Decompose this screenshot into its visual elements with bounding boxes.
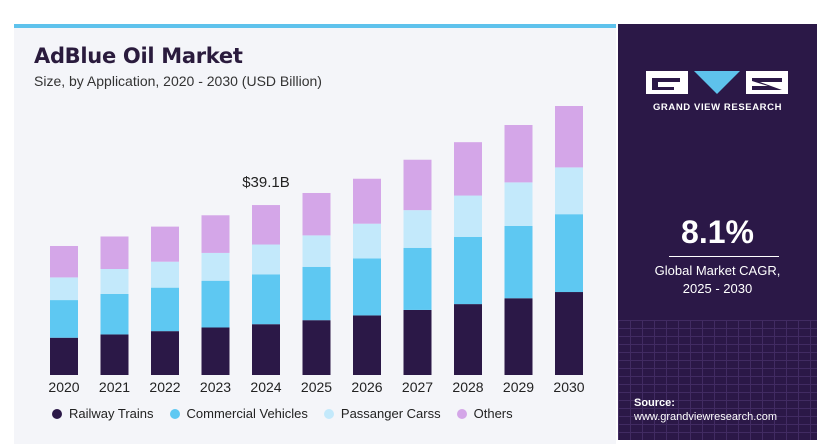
x-tick-label-2020: 2020 bbox=[48, 379, 79, 395]
bar-segment-2029-s0 bbox=[504, 298, 533, 375]
bar-segment-2021-s3 bbox=[100, 236, 129, 270]
legend-item-railway: Railway Trains bbox=[52, 406, 154, 421]
legend-label-passenger: Passanger Carss bbox=[340, 406, 441, 421]
legend-swatch-commercial bbox=[169, 408, 180, 419]
legend-label-commercial: Commercial Vehicles bbox=[186, 406, 308, 421]
bar-segment-2030-s3 bbox=[555, 106, 583, 168]
bar-segment-2020-s2 bbox=[50, 277, 78, 301]
bar-segment-2024-s1 bbox=[252, 274, 280, 325]
bar-segment-2020-s0 bbox=[50, 337, 78, 375]
bar-segment-2023-s3 bbox=[201, 215, 230, 253]
bar-segment-2025-s2 bbox=[302, 235, 331, 267]
brand-name: GRAND VIEW RESEARCH bbox=[652, 102, 783, 113]
bar-segment-2030-s1 bbox=[555, 214, 583, 293]
legend-item-commercial: Commercial Vehicles bbox=[169, 406, 308, 421]
cagr-label-line2: 2025 - 2030 bbox=[682, 281, 753, 296]
x-tick-label-2023: 2023 bbox=[200, 379, 231, 395]
legend-swatch-railway bbox=[52, 408, 62, 419]
x-tick-label-2028: 2028 bbox=[452, 379, 483, 395]
x-tick-label-2030: 2030 bbox=[553, 379, 584, 395]
chart-title: AdBlue Oil Market bbox=[34, 44, 243, 68]
stacked-bar-chart: 2020 2021 2022 2023 2024 2025 2026 2027 2028 2029… bbox=[48, 106, 585, 395]
bar-segment-2028-s1 bbox=[454, 236, 482, 305]
bar-segment-2028-s2 bbox=[454, 195, 482, 237]
logo-block-right bbox=[746, 71, 788, 94]
legend-label-others: Others bbox=[473, 406, 513, 421]
bar-segment-2030-s2 bbox=[555, 167, 583, 215]
x-tick-label-2024: 2024 bbox=[250, 379, 281, 395]
bar-segment-2024-s2 bbox=[252, 244, 280, 275]
bar-segment-2021-s1 bbox=[100, 293, 129, 335]
bar-segment-2027-s1 bbox=[403, 247, 432, 310]
bar-segment-2021-s2 bbox=[100, 269, 129, 294]
bar-segment-2026-s1 bbox=[353, 258, 381, 316]
chart-subtitle: Size, by Application, 2020 - 2030 (USD B… bbox=[34, 73, 322, 89]
bar-segment-2021-s0 bbox=[100, 334, 129, 375]
bar-segment-2022-s3 bbox=[151, 226, 179, 262]
bar-segment-2022-s0 bbox=[151, 331, 179, 375]
cagr-divider bbox=[669, 256, 779, 257]
source-block: Source: www.grandviewresearch.com bbox=[634, 396, 777, 424]
x-tick-label-2029: 2029 bbox=[503, 379, 534, 395]
chart-legend: Railway Trains Commercial Vehicles Passa… bbox=[52, 406, 529, 421]
bar-segment-2027-s3 bbox=[403, 159, 432, 211]
bar-segment-2020-s3 bbox=[50, 245, 78, 278]
bar-segment-2026-s2 bbox=[353, 223, 381, 259]
bar-segment-2024-s0 bbox=[252, 324, 280, 375]
bar-segment-2028-s3 bbox=[454, 142, 482, 196]
legend-swatch-others bbox=[456, 408, 467, 419]
bar-segment-2026-s3 bbox=[353, 178, 381, 224]
x-tick-label-2027: 2027 bbox=[402, 379, 433, 395]
cagr-label-line1: Global Market CAGR, bbox=[654, 263, 781, 278]
bar-segment-2029-s1 bbox=[504, 225, 533, 299]
bar-segment-2028-s0 bbox=[454, 304, 482, 375]
cagr-label: Global Market CAGR, 2025 - 2030 bbox=[618, 262, 817, 298]
bar-segment-2025-s1 bbox=[302, 266, 331, 321]
panel-grid-decoration bbox=[618, 320, 817, 440]
grand-view-research-logo bbox=[646, 71, 788, 94]
bar-segment-2020-s1 bbox=[50, 300, 78, 338]
bar-segment-2030-s0 bbox=[555, 292, 583, 375]
x-tick-label-2026: 2026 bbox=[351, 379, 382, 395]
bar-segment-2022-s2 bbox=[151, 261, 179, 288]
bar-segment-2023-s0 bbox=[201, 327, 230, 375]
bar-segment-2027-s2 bbox=[403, 210, 432, 248]
bar-segment-2029-s3 bbox=[504, 125, 533, 183]
bar-segment-2023-s2 bbox=[201, 252, 230, 281]
x-tick-label-2022: 2022 bbox=[149, 379, 180, 395]
source-url[interactable]: www.grandviewresearch.com bbox=[634, 411, 778, 423]
x-tick-label-2021: 2021 bbox=[99, 379, 130, 395]
bar-segment-2023-s1 bbox=[201, 280, 230, 328]
bar-segment-2024-s3 bbox=[252, 205, 280, 245]
legend-label-railway: Railway Trains bbox=[69, 406, 154, 421]
logo-g-mark bbox=[652, 78, 680, 90]
bar-segment-2022-s1 bbox=[151, 287, 179, 332]
bar-segment-2026-s0 bbox=[353, 315, 381, 375]
bar-segment-2025-s0 bbox=[302, 320, 331, 375]
bar-segment-2027-s0 bbox=[403, 309, 432, 375]
legend-swatch-passenger bbox=[323, 408, 334, 419]
annotation-2024: $39.1B bbox=[242, 174, 290, 191]
logo-v-triangle bbox=[694, 71, 740, 94]
x-tick-label-2025: 2025 bbox=[301, 379, 332, 395]
legend-item-others: Others bbox=[456, 406, 513, 421]
legend-item-passenger: Passanger Carss bbox=[323, 406, 441, 421]
bar-segment-2029-s2 bbox=[504, 182, 533, 226]
brand-panel: GRAND VIEW RESEARCH 8.1% Global Market C… bbox=[618, 24, 817, 440]
cagr-value: 8.1% bbox=[681, 214, 754, 250]
logo-r-mark bbox=[752, 78, 782, 90]
bar-segment-2025-s3 bbox=[302, 192, 331, 236]
source-label: Source: bbox=[634, 397, 675, 409]
